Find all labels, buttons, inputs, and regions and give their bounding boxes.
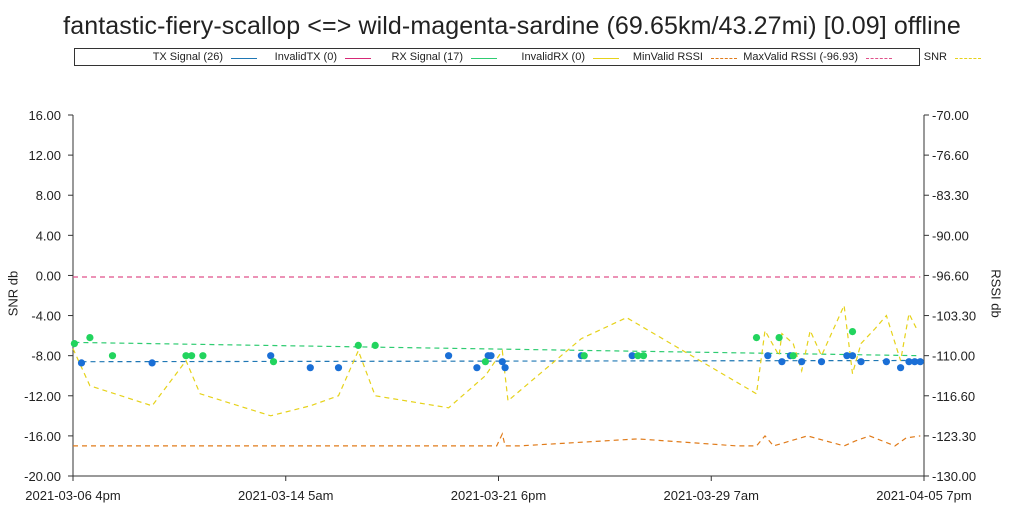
- tx-signal-point: [77, 359, 86, 367]
- legend-swatch: [231, 58, 257, 59]
- tx-signal-trend-line: [81, 359, 921, 363]
- legend-item[interactable]: MaxValid RSSI (-96.93): [75, 51, 892, 65]
- tx-signal-point: [843, 352, 851, 360]
- legend-item[interactable]: MinValid RSSI: [75, 51, 737, 65]
- rx-signal-point: [269, 358, 278, 366]
- y-right-tick-label: -90.00: [932, 228, 969, 243]
- tx-signal-point: [267, 352, 275, 360]
- x-tick-label: 2021-04-05 7pm: [876, 488, 971, 503]
- legend: TX Signal (26) InvalidTX (0) RX Signal (17…: [74, 48, 981, 66]
- y-left-tick-label: 0.00: [36, 268, 61, 283]
- tx-signal-point: [501, 364, 509, 372]
- y-left-tick-label: 4.00: [36, 228, 61, 243]
- tx-signal-point: [798, 358, 806, 366]
- x-tick-label: 2021-03-06 4pm: [25, 488, 120, 503]
- tx-signal-point: [778, 358, 786, 366]
- legend-swatch: [955, 58, 981, 59]
- tx-signal-point: [473, 364, 481, 372]
- legend-label: InvalidRX (0): [521, 51, 585, 63]
- legend-item[interactable]: InvalidTX (0): [75, 51, 371, 65]
- rx-signal-point: [848, 328, 857, 336]
- tx-signal-point: [628, 352, 636, 360]
- tx-signal-point: [817, 358, 826, 366]
- rx-signal-point: [775, 334, 783, 342]
- legend-label: InvalidTX (0): [274, 51, 337, 63]
- tx-signal-point: [487, 352, 495, 360]
- legend-swatch: [866, 58, 892, 59]
- y-left-tick-label: 12.00: [28, 148, 61, 163]
- tx-signal-point: [764, 352, 772, 360]
- rx-signal-point: [639, 352, 648, 360]
- y-left-tick-label: -20.00: [24, 469, 61, 484]
- legend-label: SNR: [923, 51, 947, 63]
- x-tick-label: 2021-03-29 7am: [664, 488, 759, 503]
- tx-signal-point: [848, 352, 857, 360]
- rx-signal-point: [634, 352, 642, 360]
- tx-signal-point: [445, 352, 453, 360]
- legend-item[interactable]: SNR: [75, 51, 981, 65]
- y-right-tick-label: -70.00: [932, 108, 969, 123]
- tx-signal-point: [334, 364, 343, 372]
- y-left-tick-label: -16.00: [24, 429, 61, 444]
- x-tick-label: 2021-03-14 5am: [238, 488, 333, 503]
- y-axis-label-left: SNR db: [5, 270, 21, 317]
- y-left-tick-label: -4.00: [31, 309, 61, 324]
- legend-item[interactable]: InvalidRX (0): [75, 51, 619, 65]
- tx-signal-point: [306, 364, 314, 372]
- y-left-tick-label: -12.00: [24, 389, 61, 404]
- rx-signal-point: [481, 358, 489, 366]
- y-right-tick-label: -123.30: [932, 429, 976, 444]
- y-right-tick-label: -116.60: [932, 389, 975, 404]
- rx-signal-point: [188, 352, 196, 360]
- tx-signal-point: [857, 358, 865, 366]
- y-right-tick-label: -96.60: [932, 268, 969, 283]
- y-left-tick-label: -8.00: [31, 349, 61, 364]
- legend-swatch: [345, 58, 371, 59]
- rx-signal-point: [580, 352, 588, 360]
- tx-signal-point: [911, 358, 919, 366]
- rx-signal-point: [752, 334, 761, 342]
- minvalid-rssi-line: [73, 432, 921, 447]
- tx-signal-point: [916, 358, 924, 366]
- tx-signal-point: [148, 359, 156, 367]
- legend-swatch: [593, 58, 619, 59]
- rx-signal-point: [789, 352, 797, 360]
- y-right-tick-label: -130.00: [932, 469, 976, 484]
- legend-label: RX Signal (17): [391, 51, 463, 63]
- legend-label: TX Signal (26): [152, 51, 223, 63]
- y-right-tick-label: -83.30: [932, 188, 969, 203]
- legend-label: MaxValid RSSI (-96.93): [743, 51, 858, 63]
- tx-signal-point: [905, 358, 913, 366]
- y-left-tick-label: 16.00: [28, 108, 61, 123]
- y-left-tick-label: 8.00: [36, 188, 61, 203]
- rx-signal-point: [199, 352, 207, 360]
- rx-signal-point: [371, 341, 379, 349]
- rx-signal-point: [70, 340, 78, 348]
- snr-line: [72, 303, 919, 417]
- legend-item[interactable]: TX Signal (26): [75, 51, 257, 65]
- legend-swatch: [711, 58, 737, 59]
- y-right-tick-label: -103.30: [932, 309, 976, 324]
- tx-signal-point: [498, 358, 506, 366]
- legend-swatch: [471, 58, 497, 59]
- legend-label: MinValid RSSI: [632, 51, 703, 63]
- tx-signal-point: [897, 364, 905, 372]
- x-tick-label: 2021-03-21 6pm: [451, 488, 546, 503]
- y-right-tick-label: -110.00: [932, 349, 975, 364]
- rx-signal-point: [86, 334, 94, 342]
- legend-item[interactable]: RX Signal (17): [75, 51, 497, 65]
- rx-signal-point: [182, 352, 190, 360]
- tx-signal-point: [882, 358, 891, 366]
- chart-title: fantastic-fiery-scallop <=> wild-magenta…: [63, 12, 961, 40]
- y-right-tick-label: -76.60: [932, 148, 969, 163]
- rx-signal-point: [108, 352, 117, 360]
- rx-signal-point: [354, 341, 362, 349]
- y-axis-label-right: RSSI db: [988, 269, 1004, 318]
